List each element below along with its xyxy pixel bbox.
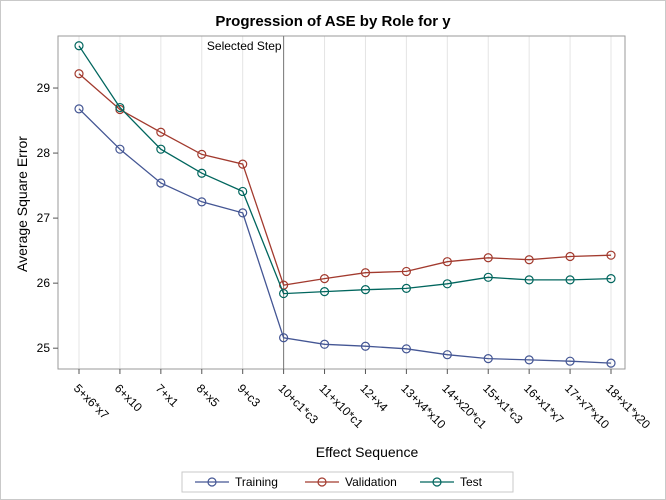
data-point-validation [238,159,248,169]
data-point-validation [197,149,207,159]
chart-title: Progression of ASE by Role for y [215,13,451,30]
x-tick-label: 18+x1*x20 [603,381,653,431]
legend-label-validation: Validation [345,475,397,489]
data-point-validation [442,257,452,267]
y-tick-label: 26 [37,276,51,290]
data-point-test [483,272,493,282]
data-point-test [238,186,248,197]
data-point-training [483,353,493,364]
data-point-validation [483,253,493,263]
data-point-validation [74,69,84,79]
data-point-training [319,339,330,349]
y-tick-label: 25 [37,341,51,355]
data-point-test [74,41,84,51]
y-axis-label: Average Square Error [14,136,30,272]
series-line-training [78,108,612,364]
x-tick-label: 9+c3 [235,381,264,410]
data-point-test [524,275,534,285]
legend-marker-validation [317,477,327,487]
data-point-test [442,279,452,289]
data-point-training [401,344,411,354]
data-point-training [197,197,207,207]
y-tick-label: 28 [37,146,51,160]
legend-label-training: Training [235,475,278,489]
y-tick-label: 29 [37,81,51,95]
x-tick-label: 12+x4 [357,381,390,414]
data-point-test [565,275,575,285]
data-point-test [360,285,371,295]
data-point-test [401,283,411,293]
data-point-test [115,102,125,113]
x-tick-label: 10+c1*c3 [275,381,321,427]
x-tick-label: 5+x6*x7 [71,381,112,422]
x-tick-label: 16+x1*x7 [521,381,567,427]
data-point-validation [401,266,411,277]
data-point-test [197,168,207,178]
data-point-training [565,356,575,366]
plot-frame [57,35,626,370]
data-point-training [606,358,616,368]
x-tick-label: 7+x1 [153,381,182,410]
legend-frame [181,471,514,493]
data-point-training [156,178,166,188]
data-point-training [360,341,371,351]
data-point-validation [319,273,330,284]
data-point-validation [565,251,575,262]
data-point-training [442,350,452,360]
legend-marker-training [207,477,217,487]
legend-label-test: Test [460,475,483,489]
data-point-training [74,104,84,114]
data-point-training [238,208,248,218]
data-point-training [115,144,125,154]
y-tick-label: 27 [37,211,51,225]
selected-step-annotation: Selected Step [207,39,282,53]
data-point-validation [606,250,616,260]
legend: Training Validation Test [181,471,514,493]
data-point-test [279,288,289,299]
data-point-training [524,355,534,365]
x-tick-label: 6+x10 [112,381,145,414]
data-point-validation [156,127,166,137]
data-point-test [606,273,616,284]
x-tick-label: 8+x5 [194,381,223,410]
legend-marker-test [432,477,442,487]
data-point-test [319,287,330,297]
data-point-validation [360,268,371,278]
plot-area: 25 26 27 28 29 5+x6*x7 6+x10 7+x1 8+x5 9+c3 10+c1*… [37,35,653,432]
data-point-test [156,144,166,154]
series-line-validation [78,73,612,286]
series-line-test [78,45,612,295]
data-point-training [279,333,289,343]
data-point-validation [524,255,534,265]
x-axis-label: Effect Sequence [316,444,419,460]
